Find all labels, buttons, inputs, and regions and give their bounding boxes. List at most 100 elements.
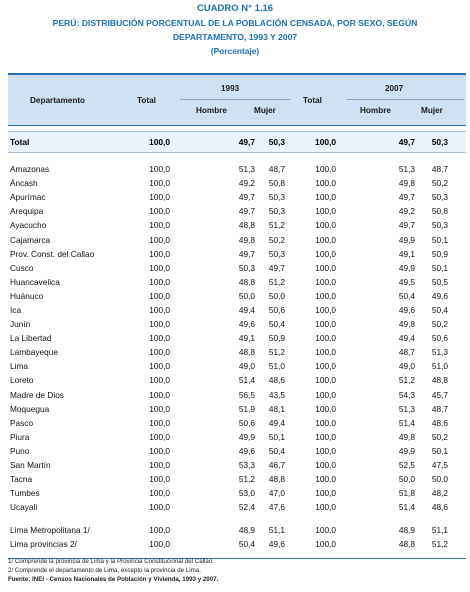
cell-h93: 50,0 [238, 290, 255, 301]
cell-t07: 100,0 [315, 417, 336, 428]
total-cell-m07: 50,3 [431, 137, 448, 147]
table-row: Ayacucho 100,0 48,8 51,2 100,0 49,7 50,3 [8, 218, 466, 232]
table-title: PERÚ: DISTRIBUCIÓN PORCENTUAL DE LA POBL… [52, 18, 418, 28]
total-cell-t07: 100,0 [315, 137, 336, 147]
cell-t07: 100,0 [315, 431, 336, 442]
row-label: Huancavelica [10, 276, 60, 287]
cell-t07: 100,0 [315, 192, 336, 203]
cell-h07: 49,6 [398, 304, 415, 315]
cell-t07: 100,0 [315, 502, 336, 513]
cell-m07: 45,7 [431, 389, 448, 400]
cell-h93: 50,3 [238, 262, 255, 273]
row-label: Huánuco [10, 290, 44, 301]
cell-h93: 52,4 [238, 502, 255, 513]
row-label: Lima Metropolitana 1/ [10, 525, 90, 536]
cell-t93: 100,0 [149, 290, 170, 301]
cell-m93: 50,6 [268, 304, 285, 315]
header-total-1993: Total [137, 96, 156, 105]
cell-m07: 47,5 [431, 460, 448, 471]
cell-m93: 51,1 [268, 525, 285, 536]
cell-t07: 100,0 [315, 304, 336, 315]
cell-m07: 50,9 [431, 248, 448, 259]
header-mujer-2007: Mujer [421, 106, 443, 115]
cell-m93: 48,8 [268, 474, 285, 485]
table-row: Lima 100,0 49,0 51,0 100,0 49,0 51,0 [8, 359, 466, 373]
table-row: Cusco 100,0 50,3 49,7 100,0 49,9 50,1 [8, 261, 466, 275]
cell-m07: 50,1 [431, 262, 448, 273]
cell-m07: 50,4 [431, 304, 448, 315]
table-header: Departamento Total 1993 Hombre Mujer Tot… [8, 75, 466, 126]
cell-h07: 50,0 [398, 474, 415, 485]
cell-m07: 48,2 [431, 488, 448, 499]
cell-t07: 100,0 [315, 403, 336, 414]
source-note: Fuente: INEI - Censos Nacionales de Pobl… [8, 576, 219, 583]
table-row: Lambayeque 100,0 48,8 51,2 100,0 48,7 51,3 [8, 345, 466, 359]
row-label: Moquegua [10, 403, 50, 414]
cell-h93: 49,7 [238, 192, 255, 203]
cell-t93: 100,0 [149, 403, 170, 414]
table-unit: (Porcentaje) [210, 46, 260, 56]
row-label: Lambayeque [10, 347, 58, 358]
cell-h07: 51,2 [398, 375, 415, 386]
footnote-2: 2/ Comprende el departamento de Lima, ex… [8, 567, 201, 574]
cell-m93: 51,2 [268, 276, 285, 287]
cell-m93: 49,7 [268, 262, 285, 273]
cell-m93: 43,5 [268, 389, 285, 400]
cell-t07: 100,0 [315, 474, 336, 485]
cell-t93: 100,0 [149, 445, 170, 456]
table-row: Madre de Dios 100,0 56,5 43,5 100,0 54,3 45,7 [8, 388, 466, 402]
header-year-2007: 2007 [385, 84, 404, 93]
cell-h93: 53,3 [238, 460, 255, 471]
row-label: Tacna [10, 474, 33, 485]
cell-h07: 49,2 [398, 206, 415, 217]
header-total-2007: Total [303, 96, 322, 105]
cell-t93: 100,0 [149, 192, 170, 203]
cell-m07: 50,0 [431, 474, 448, 485]
cell-h93: 56,5 [238, 389, 255, 400]
cell-m93: 46,7 [268, 460, 285, 471]
cell-t07: 100,0 [315, 389, 336, 400]
cell-t93: 100,0 [149, 304, 170, 315]
cell-h93: 49,8 [238, 234, 255, 245]
cell-m07: 50,2 [431, 431, 448, 442]
row-label: Loreto [10, 375, 34, 386]
cell-h07: 49,5 [398, 276, 415, 287]
cell-m93: 47,0 [268, 488, 285, 499]
row-label: Prov. Const. del Callao [10, 248, 95, 259]
total-cell-t93: 100,0 [149, 137, 170, 147]
table-number: CUADRO N° 1.16 [196, 3, 274, 14]
footnotes: 1/ Comprende la provincia de Lima y la P… [8, 557, 468, 584]
cell-t07: 100,0 [315, 206, 336, 217]
row-gap [8, 514, 466, 523]
row-label: Cajamarca [10, 234, 51, 245]
table-row: Lima Metropolitana 1/100,0 48,9 51,1 100,0 4… [8, 523, 466, 537]
table-row: Ucayali 100,0 52,4 47,6 100,0 51,4 48,6 [8, 500, 466, 514]
cell-h93: 49,9 [238, 431, 255, 442]
cell-m07: 48,6 [431, 417, 448, 428]
cell-m07: 50,1 [431, 234, 448, 245]
cell-t07: 100,0 [315, 290, 336, 301]
cell-h07: 49,0 [398, 361, 415, 372]
table-row: Puno 100,0 49,6 50,4 100,0 49,9 50,1 [8, 444, 466, 458]
cell-h07: 49,8 [398, 319, 415, 330]
cell-t07: 100,0 [315, 460, 336, 471]
cell-m93: 49,4 [268, 417, 285, 428]
cell-t07: 100,0 [315, 333, 336, 344]
table-row: Prov. Const. del Callao 100,0 49,7 50,3 100,… [8, 247, 466, 261]
cell-t93: 100,0 [149, 375, 170, 386]
cell-m93: 48,1 [268, 403, 285, 414]
table-row: Huancavelica 100,0 48,8 51,2 100,0 49,5 50,5 [8, 275, 466, 289]
total-label: Total [10, 137, 30, 147]
cell-t93: 100,0 [149, 389, 170, 400]
table-row: San Martín 100,0 53,3 46,7 100,0 52,5 47,5 [8, 458, 466, 472]
header-divider-2007 [347, 99, 464, 100]
cell-h07: 52,5 [398, 460, 415, 471]
cell-t93: 100,0 [149, 206, 170, 217]
cell-m93: 49,6 [268, 539, 285, 550]
cell-t93: 100,0 [149, 178, 170, 189]
table-row: Amazonas 100,0 51,3 48,7 100,0 51,3 48,7 [8, 162, 466, 176]
table-row: Tacna 100,0 51,2 48,8 100,0 50,0 50,0 [8, 472, 466, 486]
cell-t93: 100,0 [149, 262, 170, 273]
row-label: La Libertad [10, 333, 52, 344]
cell-m93: 50,4 [268, 319, 285, 330]
